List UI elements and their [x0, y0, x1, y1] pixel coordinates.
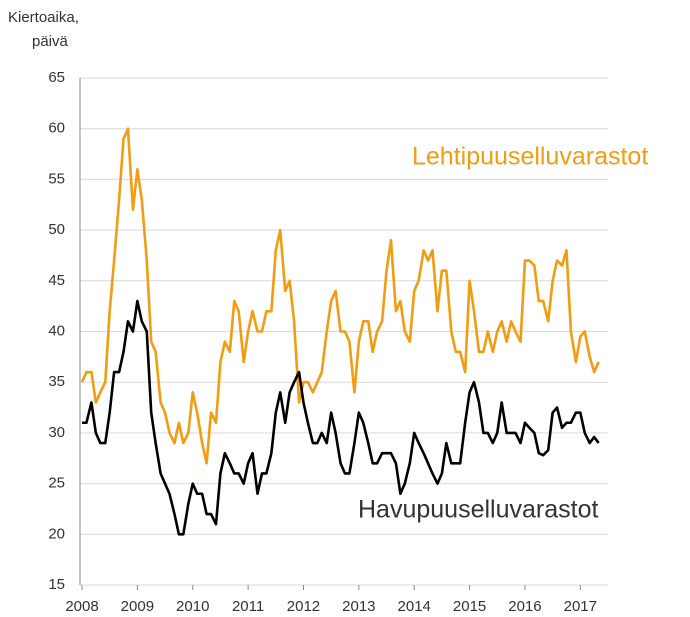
series-line	[80, 127, 600, 465]
y-tick-label: 40	[48, 322, 65, 339]
y-axis-label: Kiertoaika,	[8, 9, 79, 26]
y-tick-label: 45	[48, 272, 65, 289]
x-tick-label: 2014	[398, 598, 431, 615]
x-tick-label: 2015	[453, 598, 486, 615]
y-tick-label: 25	[48, 475, 65, 492]
series-label: Havupuuselluvarastot	[358, 496, 598, 524]
y-tick-label: 65	[48, 69, 65, 86]
x-tick-label: 2008	[65, 598, 98, 615]
x-tick-label: 2010	[176, 598, 209, 615]
series-line	[82, 299, 600, 536]
y-axis-label: päivä	[32, 33, 69, 50]
x-tick-label: 2013	[342, 598, 375, 615]
y-tick-label: 35	[48, 373, 65, 390]
series-label: Lehtipuuselluvarastot	[412, 143, 648, 171]
x-tick-label: 2017	[564, 598, 597, 615]
x-tick-label: 2012	[287, 598, 320, 615]
y-tick-label: 20	[48, 525, 65, 542]
x-tick-label: 2016	[508, 598, 541, 615]
y-tick-label: 55	[48, 170, 65, 187]
y-tick-label: 50	[48, 221, 65, 238]
x-tick-label: 2009	[121, 598, 154, 615]
x-tick-label: 2011	[232, 598, 264, 615]
y-tick-label: 15	[48, 576, 65, 593]
y-tick-label: 30	[48, 424, 65, 441]
y-tick-label: 60	[48, 120, 65, 137]
